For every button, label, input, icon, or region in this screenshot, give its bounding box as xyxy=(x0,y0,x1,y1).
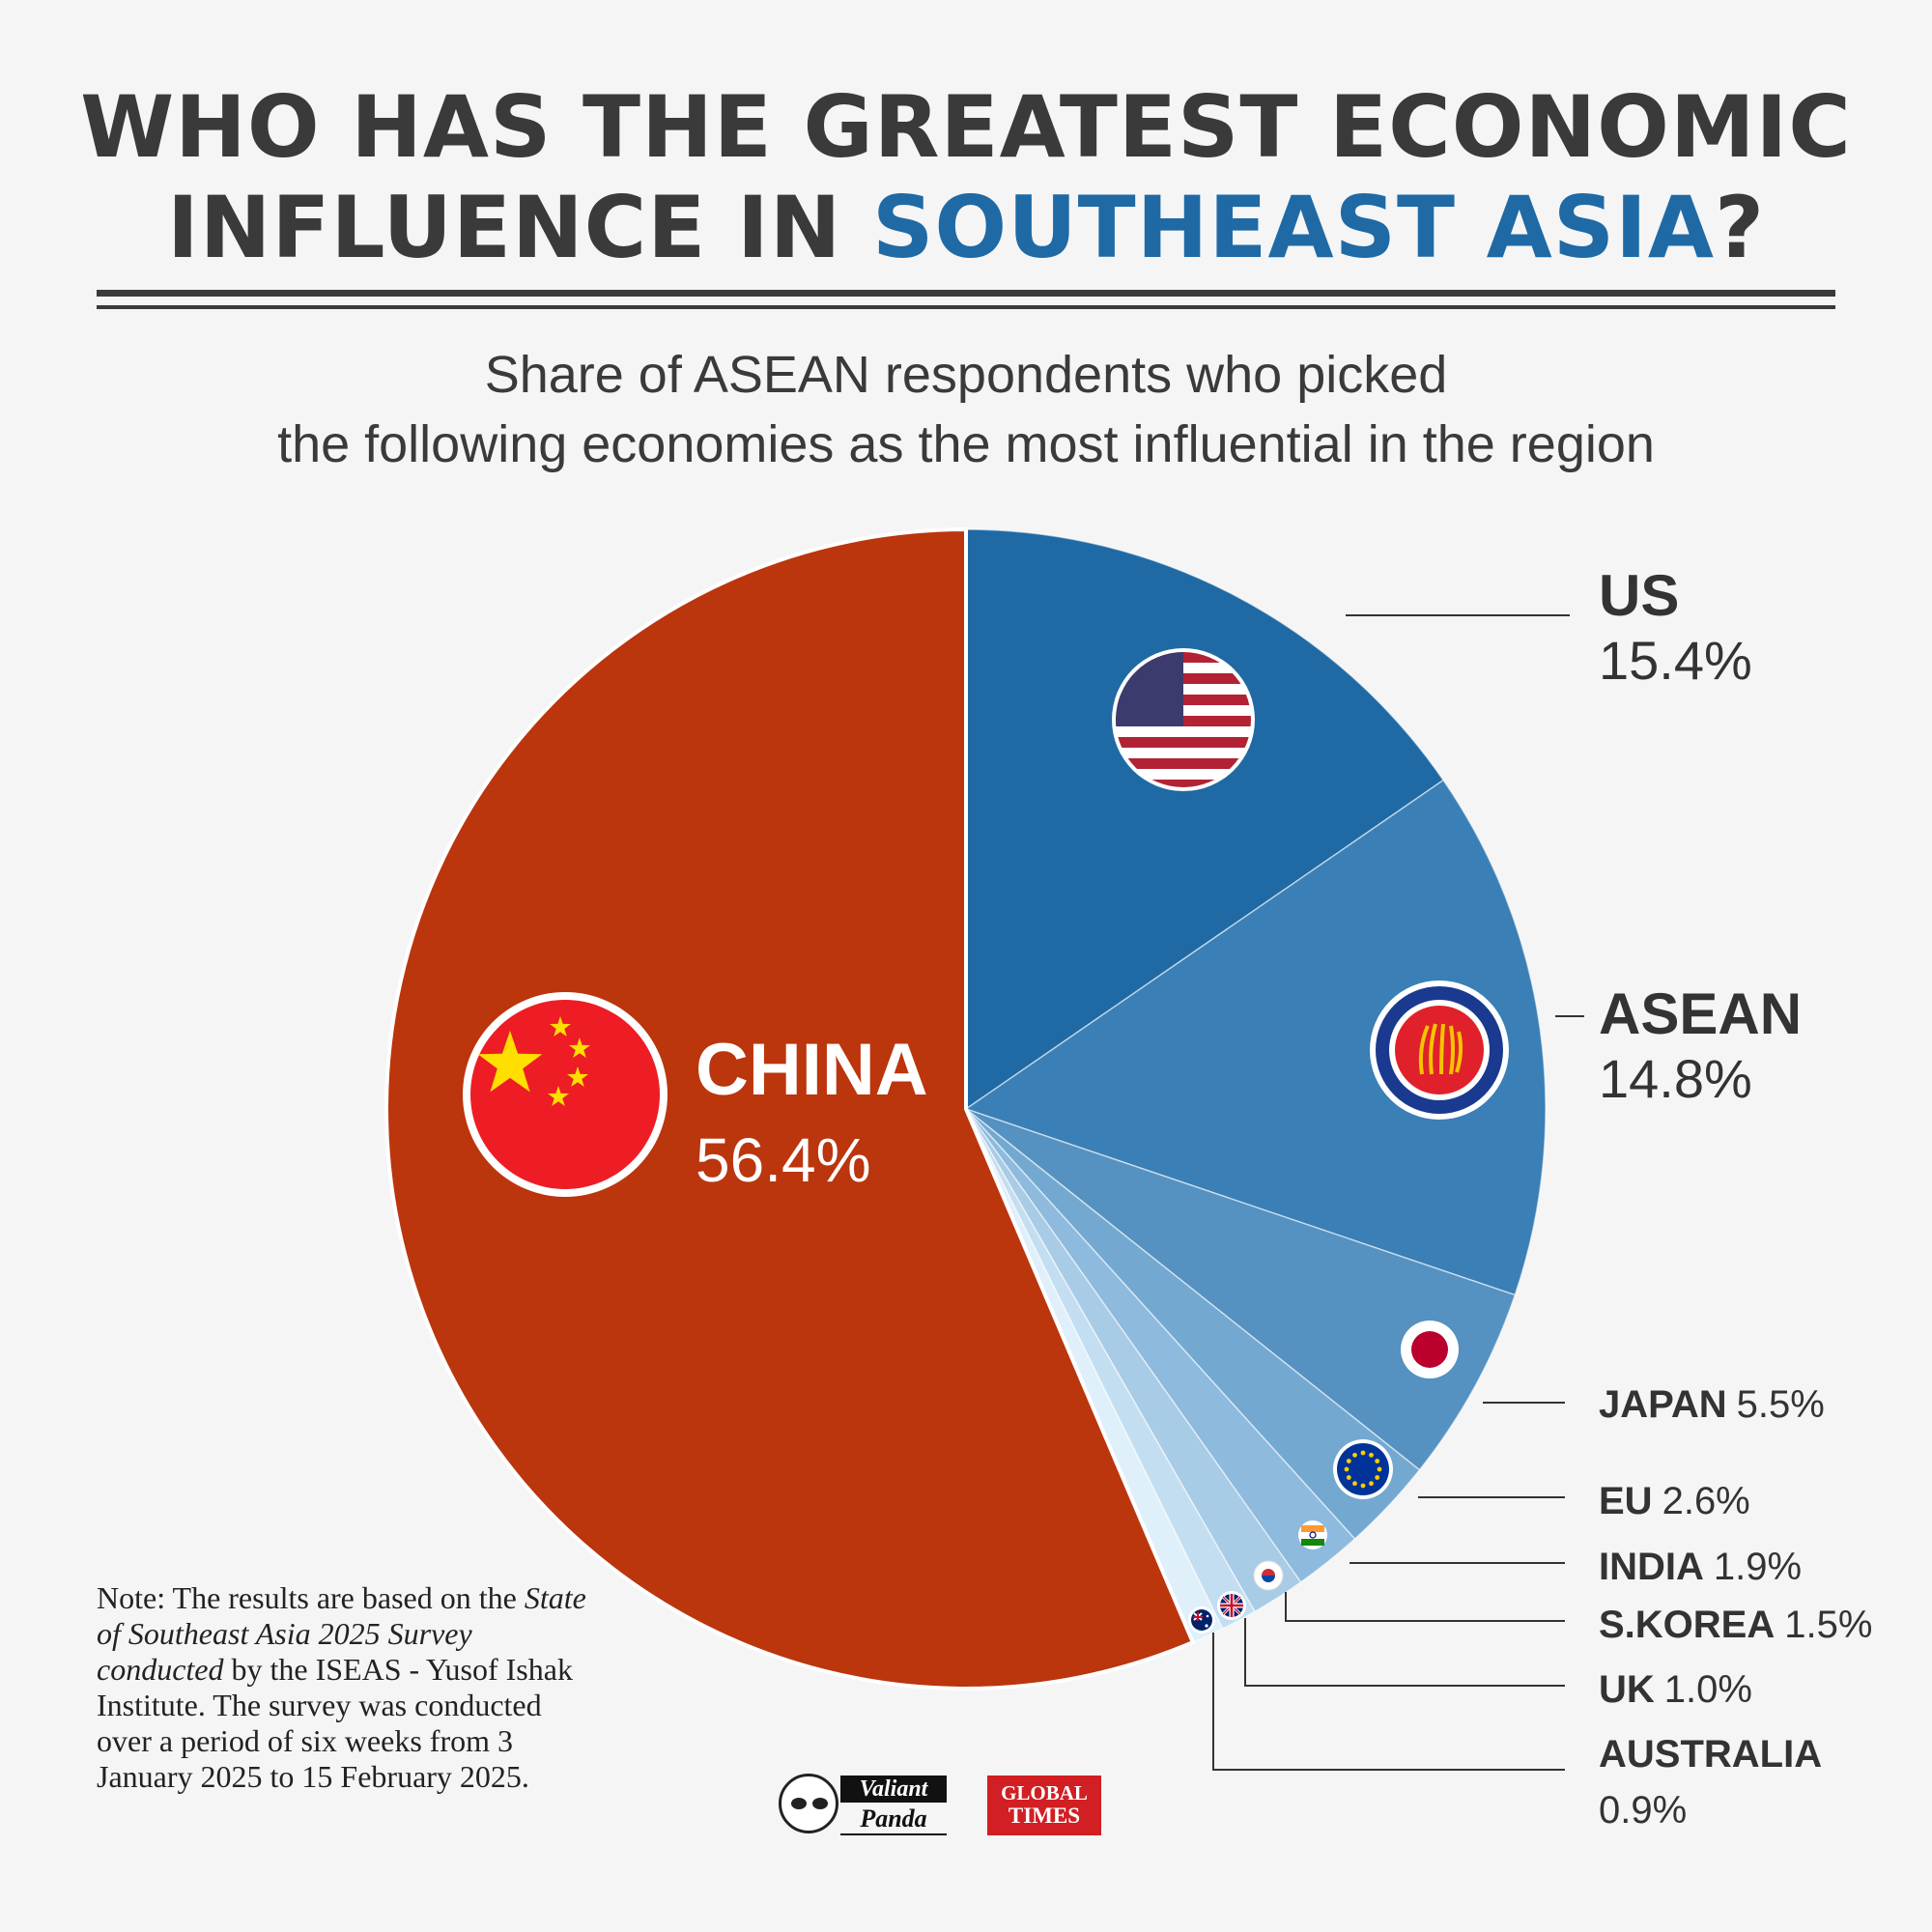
title-divider-thick xyxy=(97,290,1835,297)
label-japan-name: JAPAN xyxy=(1599,1383,1727,1426)
us-flag-icon xyxy=(1112,648,1255,791)
source-note: Note: The results are based on the State… xyxy=(97,1580,599,1795)
note-text-2: by the ISEAS - Yusof Ishak Institute. Th… xyxy=(97,1652,573,1794)
eu-star xyxy=(1375,1475,1380,1480)
eu-star xyxy=(1377,1466,1382,1472)
note-text-1: Note: The results are based on the xyxy=(97,1580,525,1615)
pie-slice-china xyxy=(384,526,1196,1690)
eu-star xyxy=(1344,1466,1350,1472)
global-times-logo: GLOBAL TIMES xyxy=(987,1776,1101,1835)
eu-flag-icon xyxy=(1333,1439,1393,1499)
eu-star xyxy=(1346,1475,1351,1480)
valiant-panda-logo-line1: Valiant xyxy=(840,1776,947,1803)
label-australia-value: 0.9% xyxy=(1599,1789,1687,1832)
eu-star xyxy=(1352,1452,1357,1458)
global-times-logo-line2: TIMES xyxy=(1008,1804,1081,1828)
label-uk-name: UK xyxy=(1599,1668,1655,1711)
pie-slices xyxy=(384,526,1547,1690)
title-divider-thin xyxy=(97,305,1835,309)
leader-line-australia xyxy=(1212,1633,1565,1771)
chart-subtitle: Share of ASEAN respondents who picked th… xyxy=(0,340,1932,479)
pie-slice-us xyxy=(965,528,1445,1111)
label-skorea-value: 1.5% xyxy=(1784,1604,1872,1646)
label-uk-value: 1.0% xyxy=(1664,1668,1752,1711)
leader-line-uk xyxy=(1244,1618,1565,1687)
eu-star xyxy=(1375,1459,1380,1463)
eu-star xyxy=(1346,1459,1351,1463)
label-eu-name: EU xyxy=(1599,1480,1653,1522)
title-line-2-suffix: ? xyxy=(1714,178,1765,277)
label-uk: UK 1.0% xyxy=(1599,1668,1752,1711)
eu-star xyxy=(1360,1483,1366,1489)
label-japan-value: 5.5% xyxy=(1737,1383,1825,1426)
label-eu-value: 2.6% xyxy=(1662,1480,1750,1522)
label-japan: JAPAN 5.5% xyxy=(1599,1383,1825,1426)
india-flag-icon xyxy=(1298,1520,1327,1549)
label-india: INDIA 1.9% xyxy=(1599,1546,1802,1588)
valiant-panda-logo-line2: Panda xyxy=(840,1804,947,1835)
title-line-2-prefix: INFLUENCE IN xyxy=(167,178,873,277)
label-us-value: 15.4% xyxy=(1599,630,1752,691)
leader-line-skorea xyxy=(1285,1592,1565,1622)
eu-star xyxy=(1369,1452,1374,1458)
leader-lines xyxy=(1212,614,1584,1771)
panda-face-icon xyxy=(779,1774,838,1833)
pie-slice-japan xyxy=(965,1108,1517,1471)
eu-star xyxy=(1352,1481,1357,1487)
note-survey-name: State of Southeast Asia 2025 Survey cond… xyxy=(97,1580,586,1687)
label-skorea: S.KOREA 1.5% xyxy=(1599,1604,1872,1646)
label-skorea-name: S.KOREA xyxy=(1599,1604,1775,1646)
chart-title: WHO HAS THE GREATEST ECONOMIC INFLUENCE … xyxy=(0,77,1932,278)
asean-emblem-icon xyxy=(1370,980,1509,1120)
valiant-panda-logo: Valiant Panda xyxy=(779,1770,949,1837)
subtitle-line-2: the following economies as the most infl… xyxy=(277,415,1655,473)
japan-flag-icon xyxy=(1401,1321,1459,1378)
label-china-value: 56.4% xyxy=(696,1125,870,1195)
china-flag-icon xyxy=(463,992,668,1197)
label-asean-value: 14.8% xyxy=(1599,1048,1752,1109)
label-us-name: US xyxy=(1599,563,1679,628)
south-korea-flag-icon xyxy=(1253,1560,1284,1591)
label-china-name: CHINA xyxy=(696,1029,928,1111)
label-india-value: 1.9% xyxy=(1714,1546,1802,1588)
label-eu: EU 2.6% xyxy=(1599,1480,1750,1522)
pie-slice-asean xyxy=(964,779,1547,1296)
label-australia-name: AUSTRALIA xyxy=(1599,1733,1822,1776)
eu-star xyxy=(1369,1481,1374,1487)
global-times-logo-line1: GLOBAL xyxy=(1001,1781,1088,1804)
australia-flag-icon xyxy=(1188,1606,1215,1634)
uk-flag-icon xyxy=(1217,1591,1246,1620)
label-india-name: INDIA xyxy=(1599,1546,1704,1588)
label-asean-name: ASEAN xyxy=(1599,981,1802,1046)
title-line-1: WHO HAS THE GREATEST ECONOMIC xyxy=(80,77,1852,177)
title-highlight: SOUTHEAST ASIA xyxy=(872,178,1715,277)
eu-star xyxy=(1360,1450,1366,1456)
subtitle-line-1: Share of ASEAN respondents who picked xyxy=(484,346,1448,404)
